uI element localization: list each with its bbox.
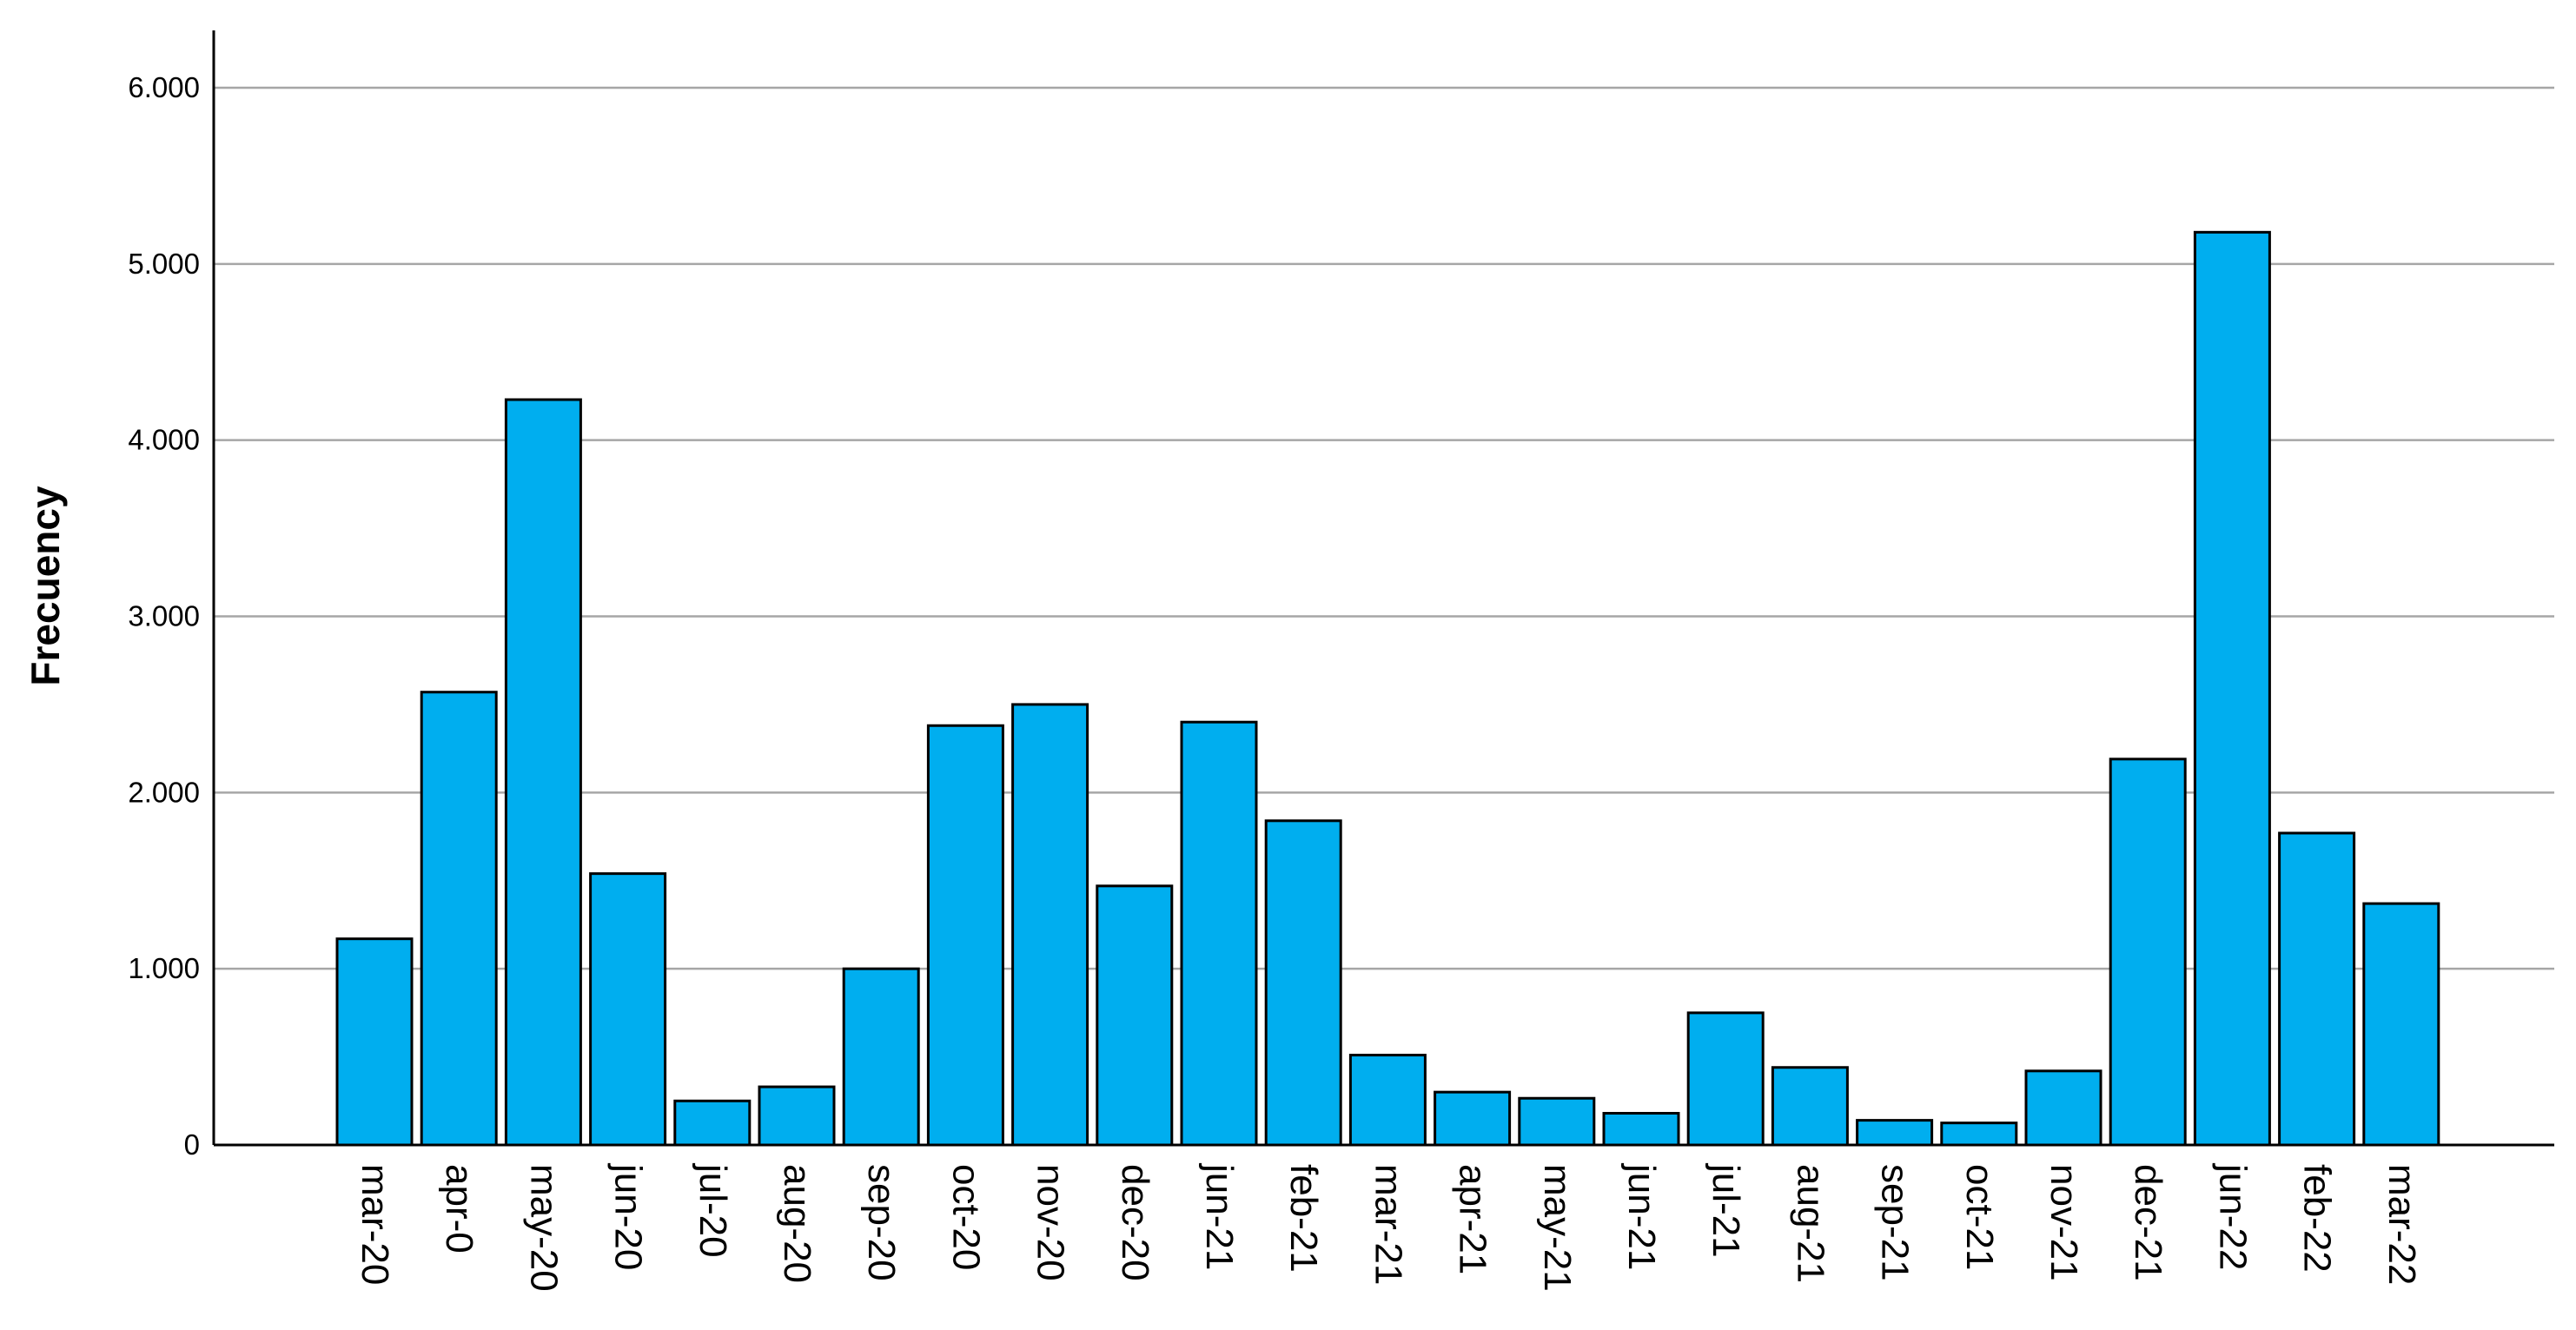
x-tick-label: dec-20 xyxy=(1114,1164,1156,1281)
y-tick-label: 5.000 xyxy=(128,248,200,280)
x-tick-label: feb-22 xyxy=(2296,1164,2339,1273)
y-tick-label: 0 xyxy=(184,1128,200,1161)
y-tick-label: 3.000 xyxy=(128,600,200,632)
x-tick-label: may-20 xyxy=(522,1164,565,1292)
bar-jun-20 xyxy=(589,872,667,1147)
x-tick-label: apr-21 xyxy=(1452,1164,1494,1274)
x-tick-label: sep-20 xyxy=(860,1164,903,1281)
x-tick-label: dec-21 xyxy=(2127,1164,2169,1281)
bar-dec-20 xyxy=(1096,884,1174,1147)
x-tick-label: jun-21 xyxy=(1198,1162,1241,1270)
x-tick-label: jun-21 xyxy=(1620,1162,1663,1270)
bar-jul-20 xyxy=(673,1099,752,1147)
bar-mar-22 xyxy=(2362,902,2440,1147)
y-tick-label: 6.000 xyxy=(128,71,200,103)
bar-feb-22 xyxy=(2278,831,2356,1147)
bar-aug-21 xyxy=(1771,1066,1849,1147)
bar-mar-21 xyxy=(1348,1054,1427,1147)
bar-apr-21 xyxy=(1434,1090,1512,1147)
bar-apr-0 xyxy=(420,691,498,1147)
bar-nov-20 xyxy=(1011,703,1089,1147)
x-tick-labels: mar-20 apr-0 may-20 jun-20 jul-20 aug-20 sep-2… xyxy=(354,1162,2423,1292)
bar-jun-21 xyxy=(1602,1111,1680,1147)
x-tick-label: oct-21 xyxy=(1958,1164,2001,1270)
x-tick-label: may-21 xyxy=(1536,1164,1579,1292)
y-tick-label: 2.000 xyxy=(128,776,200,808)
x-tick-label: mar-21 xyxy=(1367,1164,1409,1285)
x-tick-label: aug-20 xyxy=(776,1164,818,1283)
bar-jun-22 xyxy=(2193,230,2271,1147)
x-tick-label: jul-20 xyxy=(692,1162,734,1258)
bar-nov-21 xyxy=(2024,1069,2103,1147)
bar-mar-20 xyxy=(335,937,414,1147)
x-tick-label: jul-21 xyxy=(1705,1162,1747,1258)
bar-aug-20 xyxy=(758,1085,836,1147)
bar-jun-21 xyxy=(1180,720,1258,1147)
x-tick-label: feb-21 xyxy=(1282,1164,1325,1273)
x-tick-label: sep-21 xyxy=(1874,1164,1917,1281)
x-tick-label: nov-21 xyxy=(2043,1164,2085,1281)
x-tick-label: mar-22 xyxy=(2381,1164,2423,1285)
bar-jul-21 xyxy=(1686,1011,1765,1147)
bar-dec-21 xyxy=(2109,758,2187,1147)
bar-sep-21 xyxy=(1856,1119,1934,1147)
bar-feb-21 xyxy=(1264,819,1342,1147)
x-tick-label: aug-21 xyxy=(1789,1164,1831,1283)
y-tick-label: 4.000 xyxy=(128,424,200,456)
x-tick-label: nov-20 xyxy=(1030,1164,1072,1281)
x-tick-label: jun-22 xyxy=(2211,1162,2254,1270)
x-tick-label: apr-0 xyxy=(438,1164,480,1254)
y-tick-label: 1.000 xyxy=(128,952,200,984)
bar-may-20 xyxy=(504,398,582,1147)
bar-sep-20 xyxy=(842,967,920,1147)
y-axis-title: Frecuency xyxy=(23,486,68,686)
axes xyxy=(212,30,2554,1147)
bar-may-21 xyxy=(1518,1096,1596,1147)
bars xyxy=(335,230,2440,1147)
bar-oct-21 xyxy=(1940,1122,2018,1147)
bar-oct-20 xyxy=(926,724,1004,1147)
x-tick-label: oct-20 xyxy=(944,1164,987,1270)
y-tick-labels: 0 1.000 2.000 3.000 4.000 5.000 6.000 xyxy=(128,71,200,1161)
x-tick-label: mar-20 xyxy=(354,1164,396,1285)
x-tick-label: jun-20 xyxy=(607,1162,650,1270)
